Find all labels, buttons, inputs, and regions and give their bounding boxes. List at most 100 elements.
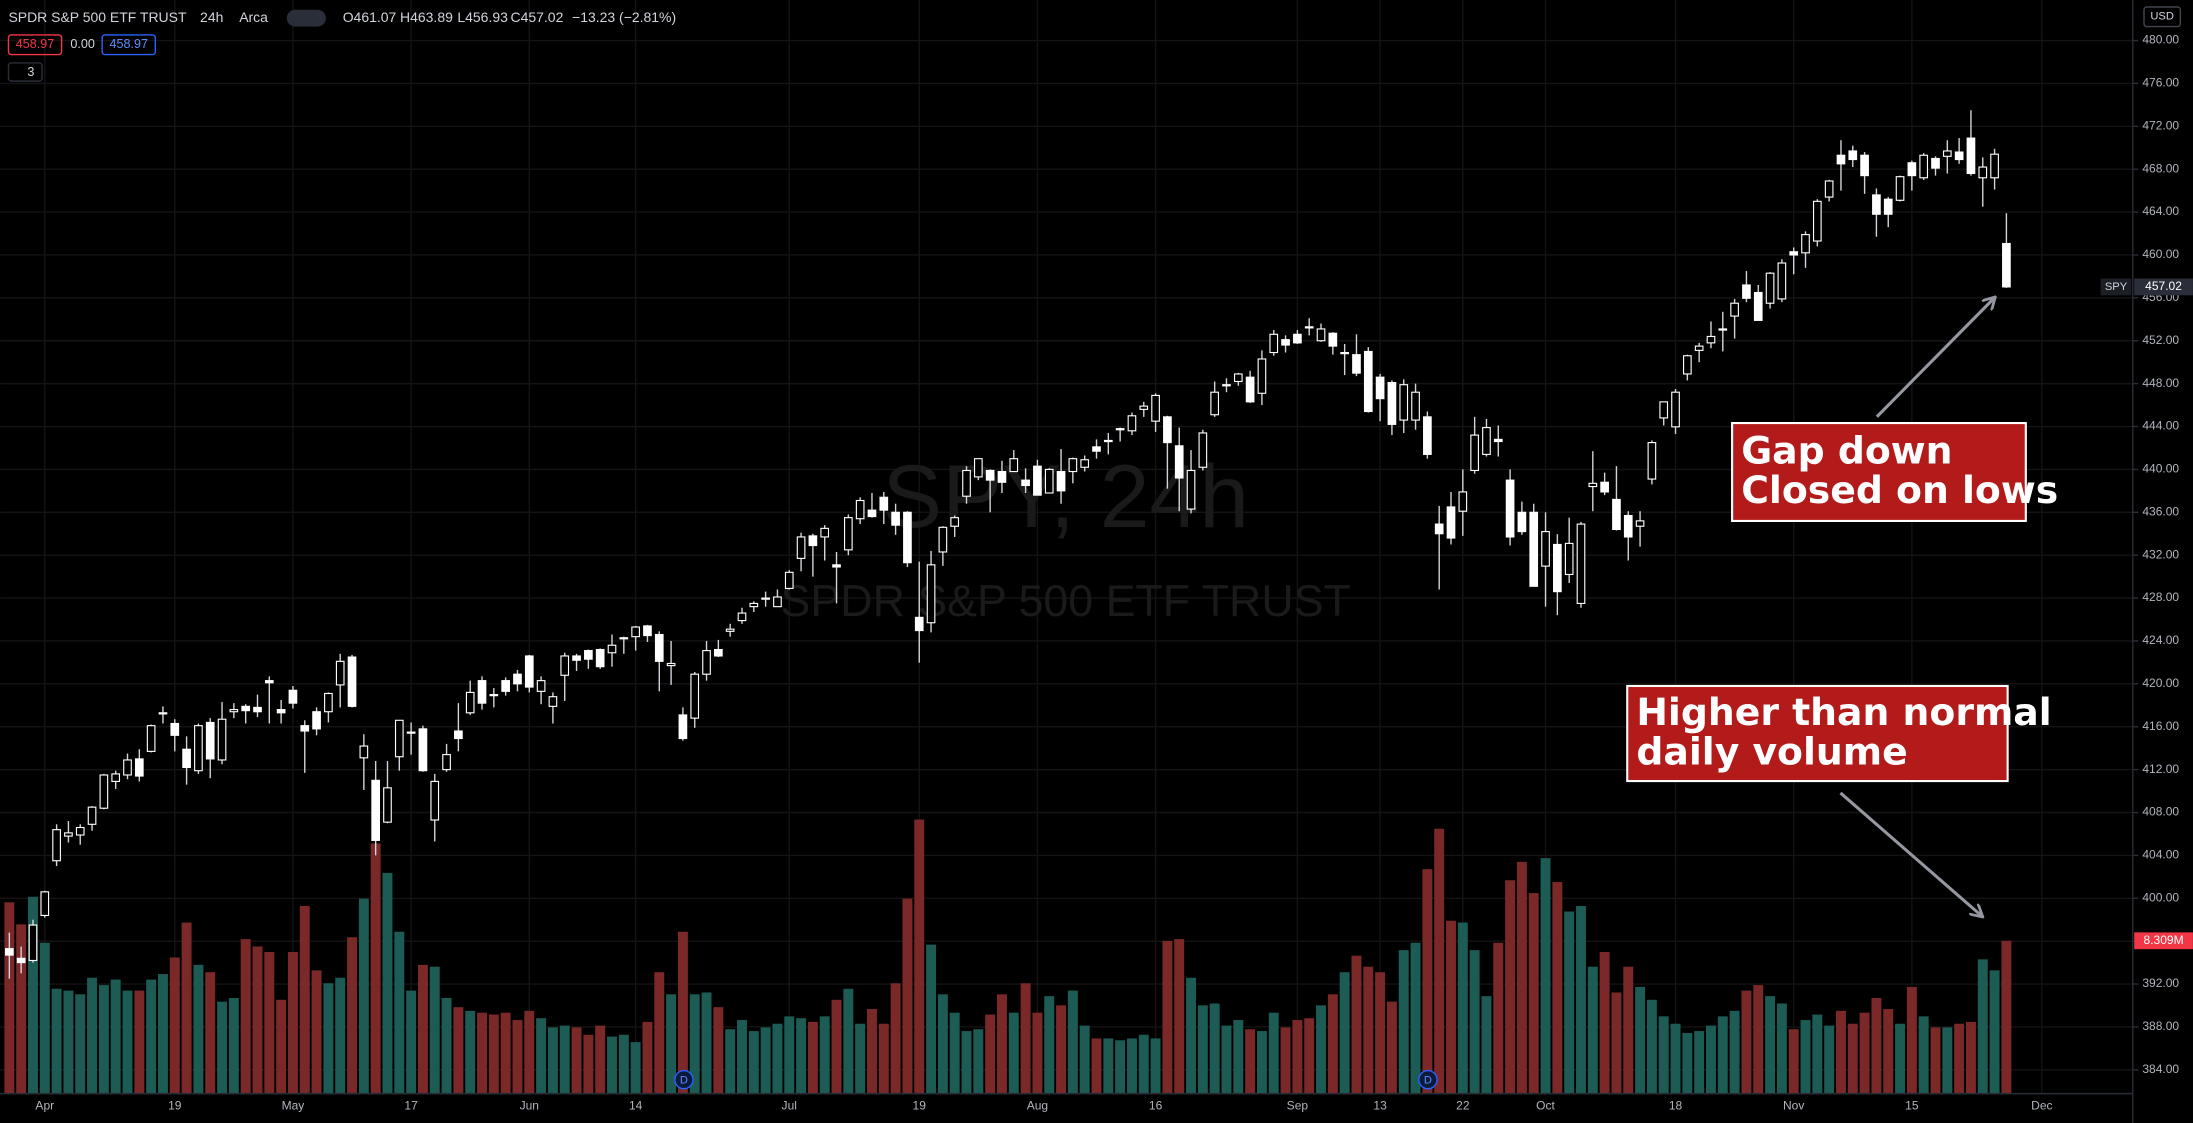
candle-body [1895,176,1905,201]
volume-bar [1398,950,1409,1094]
volume-bar [169,957,180,1094]
candle-body [335,660,345,686]
candle-body [489,694,499,697]
indicators-toggle[interactable] [7,62,43,82]
candle-body [1978,166,1988,179]
volume-bar [630,1042,641,1094]
candle-body [454,730,463,740]
volume-bar [654,972,665,1094]
volume-bar [382,872,393,1094]
volume-bar [1020,983,1031,1094]
candle-body [1671,391,1680,428]
volume-bar [429,966,440,1094]
volume-bar [559,1025,570,1094]
candle-body [879,496,889,511]
candle-body [1588,482,1598,488]
candle-body [1257,358,1267,394]
candle-body [64,832,73,837]
volume-bar [914,819,925,1094]
candle-body [595,648,605,668]
volume-bar [1067,990,1078,1094]
legend-change: −13.23 (−2.81%) [572,9,676,25]
dividend-marker[interactable] [674,1069,694,1090]
candle-body [442,754,451,771]
volume-bar [1954,1023,1965,1094]
volume-bar [1280,1027,1291,1094]
y-tick-label: 448.00 [2142,376,2179,390]
volume-bar [878,1023,889,1094]
candle-body [1281,339,1290,346]
candle-body [1482,427,1491,455]
candle-body [1931,157,1940,169]
indicators-count[interactable]: 3 [27,65,34,79]
volume-bar [831,999,842,1094]
candle-body [1340,351,1349,355]
dividend-marker[interactable] [1418,1069,1438,1090]
candle-body [1812,200,1822,242]
candle-body [1954,151,1964,161]
candle-body [950,517,960,527]
candle-body [1186,469,1196,510]
y-tick-label: 420.00 [2142,676,2179,690]
volume-bar [701,992,712,1094]
candle-body [1316,328,1326,342]
candle-body [111,773,121,782]
volume-bar [1729,1010,1740,1094]
volume-bar [1327,994,1338,1094]
volume-bar [477,1012,487,1094]
volume-pane [4,819,2012,1094]
candle-body [1387,381,1397,425]
volume-bar [1599,951,1610,1094]
y-tick-label: 464.00 [2142,204,2179,218]
candle-body [513,673,522,685]
volume-bar [1918,1016,1929,1094]
candle-body [241,705,251,712]
candle-body [1375,376,1385,400]
candle-body [1730,302,1739,317]
candle-body [253,706,262,713]
candle-body [1872,194,1881,215]
candle-body [359,745,369,759]
candle-body [1824,180,1834,198]
volume-bar [1930,1027,1941,1094]
candle-body [914,616,924,632]
x-tick-label: 18 [1669,1098,1683,1112]
x-tick-label: Nov [1783,1098,1804,1112]
candle-body [867,509,877,518]
candle-body [465,691,475,714]
dividend-label[interactable]: D [680,1074,688,1086]
volume-bar [217,1001,228,1094]
volume-bar [1351,955,1362,1094]
volume-bar [1079,1025,1090,1094]
volume-bar [4,902,15,1094]
candle-body [997,470,1007,483]
volume-bar [276,999,287,1094]
volume-bar [335,977,346,1094]
y-tick-label: 412.00 [2142,762,2179,776]
buy-box[interactable] [101,34,157,56]
dividend-label[interactable]: D [1424,1074,1432,1086]
candle-body [1068,458,1078,473]
volume-bar [1623,966,1634,1094]
volume-bar [1209,1003,1220,1094]
symbol-title[interactable]: SPDR S&P 500 ETF TRUST [8,9,186,25]
volume-bar [1717,1016,1728,1094]
x-tick-label: 17 [404,1098,418,1112]
candle-body [1293,333,1302,344]
x-tick-label: Sep [1287,1098,1309,1112]
volume-bar [748,1031,759,1094]
sell-box[interactable] [7,34,63,56]
sell-price[interactable]: 458.97 [16,37,54,51]
volume-bar [1564,911,1575,1094]
volume-bar [843,988,854,1094]
candle-body [300,725,310,732]
buy-price[interactable]: 458.97 [109,37,147,51]
volume-bar [1126,1038,1137,1094]
currency-box[interactable] [2143,6,2182,28]
candle-body [796,536,806,559]
currency[interactable]: USD [2150,11,2174,23]
candle-body [524,655,534,688]
candle-body [1706,335,1716,344]
legend-close: C457.02 [511,9,564,25]
interval[interactable]: 24h [200,9,223,25]
